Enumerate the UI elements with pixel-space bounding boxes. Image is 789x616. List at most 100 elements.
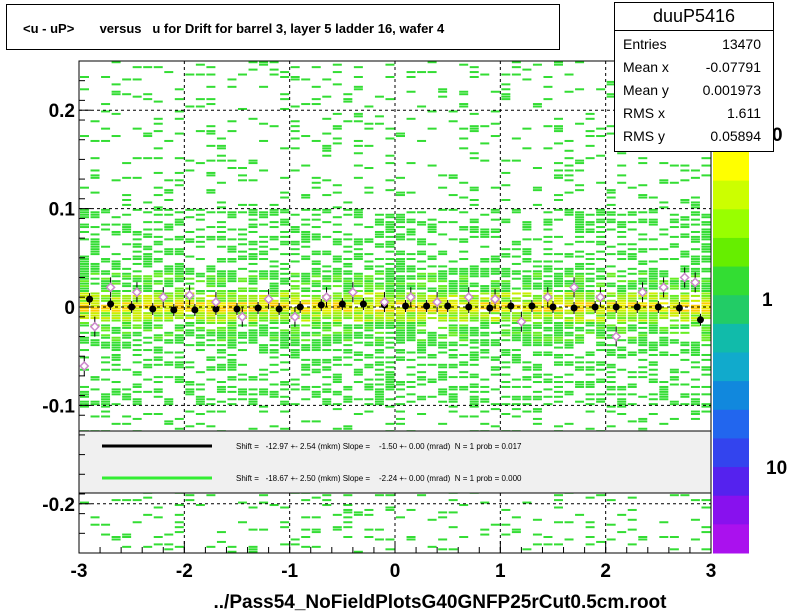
colorbar-segment — [713, 409, 749, 439]
heat-cell — [690, 385, 700, 388]
heat-cell — [185, 361, 195, 364]
heat-cell — [216, 235, 226, 238]
heat-cell — [311, 186, 321, 189]
heat-cell — [174, 218, 184, 221]
heat-cell — [143, 211, 153, 214]
heat-cell — [311, 290, 321, 293]
heat-cell — [80, 339, 89, 342]
heat-cell — [143, 299, 153, 302]
heat-cell — [248, 226, 258, 229]
heat-cell — [469, 329, 479, 332]
heat-cell — [575, 88, 585, 91]
data-point-black — [444, 302, 452, 310]
heat-cell — [480, 142, 490, 145]
heat-cell — [195, 299, 205, 302]
heat-cell — [195, 275, 205, 278]
heat-cell — [701, 531, 711, 534]
heat-cell — [248, 307, 258, 310]
heat-cell — [396, 349, 405, 352]
heat-cell — [216, 304, 226, 307]
heat-cell — [374, 339, 384, 342]
heat-cell — [195, 309, 205, 312]
heat-cell — [322, 403, 332, 406]
heat-cell — [216, 159, 226, 162]
heat-cell — [627, 383, 637, 386]
heat-cell — [132, 208, 142, 211]
heat-cell — [501, 171, 511, 174]
heat-cell — [385, 373, 395, 376]
heat-cell — [353, 550, 363, 553]
heat-cell — [648, 353, 658, 356]
heat-cell — [80, 309, 89, 312]
heat-cell — [385, 189, 395, 192]
heat-cell — [364, 282, 374, 285]
heat-cell — [627, 339, 637, 342]
heat-cell — [396, 218, 405, 221]
heat-cell — [343, 521, 353, 524]
heat-cell — [101, 75, 111, 78]
heat-cell — [122, 312, 132, 315]
heat-cell — [385, 378, 395, 381]
heat-cell — [353, 164, 363, 167]
heat-cell — [427, 228, 437, 231]
heat-cell — [111, 403, 121, 406]
heat-cell — [353, 280, 363, 283]
heat-cell — [659, 233, 669, 236]
heat-cell — [269, 395, 279, 398]
heat-cell — [185, 366, 195, 369]
heat-cell — [364, 186, 374, 189]
heat-cell — [238, 277, 247, 280]
heat-cell — [90, 240, 100, 243]
heat-cell — [701, 164, 711, 167]
heat-cell — [448, 511, 458, 514]
heat-cell — [501, 523, 511, 526]
heat-cell — [259, 388, 269, 391]
heat-cell — [385, 228, 395, 231]
heat-cell — [153, 122, 163, 125]
heat-cell — [90, 309, 100, 312]
heat-cell — [332, 71, 342, 74]
heat-cell — [195, 290, 205, 293]
heat-cell — [280, 329, 290, 332]
heat-cell — [459, 302, 469, 305]
heat-cell — [480, 400, 490, 403]
heat-cell — [427, 334, 437, 337]
heat-cell — [132, 250, 142, 253]
heat-cell — [374, 243, 384, 246]
heat-cell — [101, 405, 111, 408]
heat-cell — [596, 221, 606, 224]
heat-cell — [701, 245, 711, 248]
heat-cell — [374, 368, 384, 371]
heat-cell — [216, 226, 226, 229]
heat-cell — [290, 294, 300, 297]
heat-cell — [532, 189, 542, 192]
heat-cell — [501, 272, 511, 275]
heat-cell — [80, 280, 89, 283]
heat-cell — [290, 169, 300, 172]
heat-cell — [122, 93, 132, 96]
heat-cell — [174, 526, 184, 529]
heat-cell — [290, 292, 300, 295]
heat-cell — [216, 285, 226, 288]
heat-cell — [301, 536, 311, 539]
heat-cell — [701, 393, 711, 396]
heat-cell — [554, 130, 563, 133]
heat-cell — [459, 277, 469, 280]
heat-cell — [701, 368, 711, 371]
heat-cell — [585, 366, 595, 369]
heat-cell — [269, 221, 279, 224]
heat-cell — [301, 282, 311, 285]
heat-cell — [174, 324, 184, 327]
heat-cell — [216, 181, 226, 184]
heat-cell — [353, 240, 363, 243]
heat-cell — [448, 208, 458, 211]
heat-cell — [122, 290, 132, 293]
heat-cell — [311, 341, 321, 344]
heat-cell — [627, 307, 637, 310]
heat-cell — [269, 363, 279, 366]
heat-cell — [132, 277, 142, 280]
heat-cell — [280, 314, 290, 317]
heat-cell — [554, 194, 563, 197]
heat-cell — [522, 127, 532, 130]
heat-cell — [396, 410, 405, 413]
